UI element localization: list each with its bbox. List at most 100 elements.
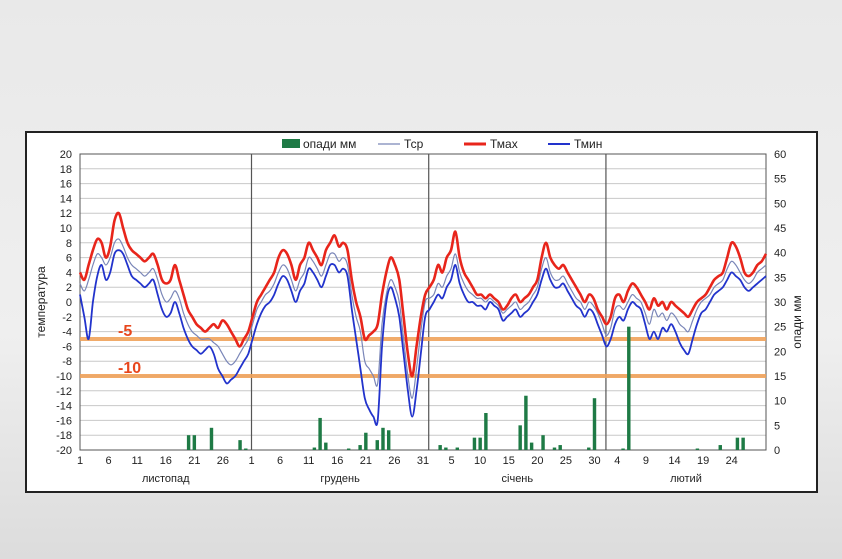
y-tick-label: 14 xyxy=(60,193,72,205)
legend-entry: опади мм xyxy=(303,137,356,151)
y-tick-label: 20 xyxy=(60,149,72,161)
x-tick-label: 1 xyxy=(77,455,83,467)
x-tick-label: 19 xyxy=(697,455,709,467)
x-tick-label: 5 xyxy=(449,455,455,467)
precipitation-bar xyxy=(558,445,562,450)
legend-entry: Тмин xyxy=(574,137,602,151)
x-tick-label: 10 xyxy=(474,455,486,467)
x-tick-label: 31 xyxy=(417,455,429,467)
chart-frame: -5 -10 -20 -18 -16 -14 -12 -10 -8 -6 -4 -2 0 2 4 6 8 10 12… xyxy=(25,131,818,493)
x-tick-label: 16 xyxy=(331,455,343,467)
precipitation-bar xyxy=(238,440,242,450)
y2-tick-label: 45 xyxy=(774,223,786,235)
x-tick-label: 21 xyxy=(360,455,372,467)
y2-tick-label: 10 xyxy=(774,396,786,408)
precipitation-bar xyxy=(312,447,317,450)
x-tick-label: 24 xyxy=(726,455,738,467)
precipitation-bar xyxy=(518,425,522,450)
precipitation-bar xyxy=(529,442,534,450)
y-tick-label: 18 xyxy=(60,164,72,176)
x-tick-label: 11 xyxy=(303,455,314,467)
y-tick-label: 12 xyxy=(60,208,72,220)
y-tick-label: -10 xyxy=(56,371,72,383)
precipitation-bar xyxy=(318,417,322,450)
y-tick-label: -14 xyxy=(56,401,72,413)
precipitation-bar xyxy=(375,440,379,450)
y-tick-label: -18 xyxy=(56,430,72,442)
precipitation-bar xyxy=(472,437,477,450)
y-tick-label: 6 xyxy=(66,253,72,265)
y-tick-label: -16 xyxy=(56,415,72,427)
x-tick-label: 30 xyxy=(588,455,600,467)
y-tick-label: -12 xyxy=(56,386,72,398)
precipitation-bar xyxy=(209,427,214,450)
plot-border xyxy=(79,153,767,451)
month-label: лютий xyxy=(670,473,702,485)
precipitation-bar xyxy=(444,447,448,450)
precipitation-bar xyxy=(455,447,460,450)
precipitation-bar xyxy=(438,445,442,450)
x-tick-label: 16 xyxy=(160,455,172,467)
precipitation-bar xyxy=(735,437,740,450)
precipitation-bar xyxy=(186,435,191,450)
y2-tick-label: 15 xyxy=(774,371,786,383)
x-tick-label: 26 xyxy=(388,455,400,467)
precipitation-bar xyxy=(552,447,557,450)
legend-swatch xyxy=(282,139,300,148)
precipitation-bar xyxy=(358,445,362,450)
legend-entry: Тмах xyxy=(490,137,518,151)
precipitation-bar xyxy=(478,437,482,450)
precipitation-bar xyxy=(324,442,328,450)
x-tick-label: 4 xyxy=(614,455,620,467)
y2-tick-label: 55 xyxy=(774,174,786,186)
y-tick-label: -2 xyxy=(62,312,72,324)
month-label: січень xyxy=(502,473,534,485)
precipitation-bar xyxy=(621,448,625,450)
y2-tick-label: 50 xyxy=(774,198,786,210)
y-axis-title: температура xyxy=(34,266,48,338)
x-tick-label: 1 xyxy=(248,455,254,467)
precipitation-bar xyxy=(741,437,745,450)
y-tick-label: 2 xyxy=(66,282,72,294)
x-tick-label: 21 xyxy=(188,455,200,467)
precipitation-bar xyxy=(381,427,385,450)
precipitation-bar xyxy=(541,435,545,450)
series-line-Тмах xyxy=(78,211,768,378)
precipitation-bar xyxy=(386,430,391,450)
y-tick-label: 4 xyxy=(66,267,72,279)
y-tick-label: 10 xyxy=(60,223,72,235)
y2-tick-label: 40 xyxy=(774,248,786,260)
y-tick-label: 8 xyxy=(66,238,72,250)
legend-entry: Тср xyxy=(404,137,424,151)
precipitation-bar xyxy=(524,395,528,450)
precipitation-bar xyxy=(484,413,488,450)
y-tick-label: -6 xyxy=(62,341,72,353)
precipitation-bar xyxy=(364,432,368,450)
x-tick-label: 6 xyxy=(106,455,112,467)
month-label: грудень xyxy=(320,473,360,485)
y-tick-label: 0 xyxy=(66,297,72,309)
x-tick-label: 9 xyxy=(643,455,649,467)
y-tick-label: -20 xyxy=(56,445,72,457)
precipitation-bar xyxy=(718,445,722,450)
series-line-Тср xyxy=(79,238,767,399)
x-tick-label: 11 xyxy=(131,455,142,467)
y2-tick-label: 20 xyxy=(774,346,786,358)
precipitation-bar xyxy=(627,326,631,450)
x-tick-label: 20 xyxy=(531,455,543,467)
y2-axis-title: опади мм xyxy=(790,295,804,348)
reference-label: -10 xyxy=(118,360,141,377)
reference-label: -5 xyxy=(118,323,132,340)
x-tick-label: 14 xyxy=(668,455,680,467)
x-tick-label: 26 xyxy=(217,455,229,467)
precipitation-bar xyxy=(244,448,248,450)
precipitation-bar xyxy=(192,435,197,450)
series-line-Тмин xyxy=(79,249,767,426)
y2-tick-label: 5 xyxy=(774,420,780,432)
y2-tick-label: 0 xyxy=(774,445,780,457)
y2-tick-label: 25 xyxy=(774,322,786,334)
precipitation-bar xyxy=(587,447,591,450)
precipitation-bar xyxy=(346,448,351,450)
y-tick-label: -4 xyxy=(62,327,72,339)
month-label: листопад xyxy=(142,473,190,485)
